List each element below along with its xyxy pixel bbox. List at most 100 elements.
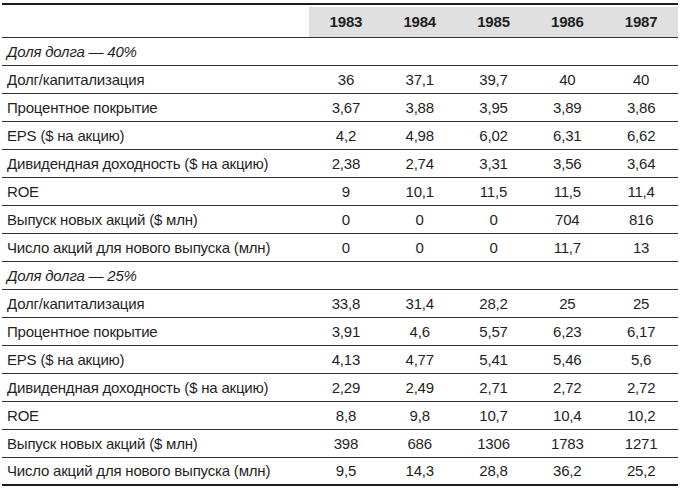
cell-value: 10,4 <box>530 401 604 429</box>
cell-value: 398 <box>309 429 383 457</box>
cell-value: 4,2 <box>309 121 383 149</box>
row-label: Дивидендная доходность ($ на акцию) <box>2 373 309 401</box>
table-row: Долг/капитализация 33,8 31,4 28,2 25 25 <box>2 289 678 317</box>
year-column-header: 1987 <box>604 7 678 37</box>
cell-value: 28,2 <box>457 289 531 317</box>
year-column-header: 1983 <box>309 7 383 37</box>
table-row: Число акций для нового выпуска (млн) 9,5… <box>2 457 678 485</box>
year-column-header: 1986 <box>530 7 604 37</box>
cell-value: 4,77 <box>383 345 457 373</box>
row-label: ROE <box>2 177 309 205</box>
year-column-header: 1984 <box>383 7 457 37</box>
cell-value: 25 <box>604 289 678 317</box>
cell-value: 9 <box>309 177 383 205</box>
cell-value: 6,02 <box>457 121 531 149</box>
cell-value: 6,23 <box>530 317 604 345</box>
header-corner-cell <box>2 7 309 37</box>
cell-value: 10,7 <box>457 401 531 429</box>
cell-value: 3,31 <box>457 149 531 177</box>
cell-value: 2,74 <box>383 149 457 177</box>
table-row: Процентное покрытие 3,91 4,6 5,57 6,23 6… <box>2 317 678 345</box>
cell-value: 2,72 <box>604 373 678 401</box>
cell-value: 3,67 <box>309 93 383 121</box>
cell-value: 9,5 <box>309 457 383 485</box>
cell-value: 11,5 <box>530 177 604 205</box>
row-label: Число акций для нового выпуска (млн) <box>2 233 309 261</box>
cell-value: 5,46 <box>530 345 604 373</box>
cell-value: 10,1 <box>383 177 457 205</box>
cell-value: 0 <box>383 205 457 233</box>
row-label: Выпуск новых акций ($ млн) <box>2 205 309 233</box>
row-label: EPS ($ на акцию) <box>2 121 309 149</box>
financial-table: 1983 1984 1985 1986 1987 Доля долга — 40… <box>2 7 678 486</box>
row-label: Выпуск новых акций ($ млн) <box>2 429 309 457</box>
cell-value: 40 <box>604 65 678 93</box>
section-header-row: Доля долга — 25% <box>2 261 678 289</box>
cell-value: 2,49 <box>383 373 457 401</box>
cell-value: 11,7 <box>530 233 604 261</box>
table-row: Долг/капитализация 36 37,1 39,7 40 40 <box>2 65 678 93</box>
cell-value: 686 <box>383 429 457 457</box>
section-title: Доля долга — 40% <box>2 37 678 65</box>
table-row: Выпуск новых акций ($ млн) 0 0 0 704 816 <box>2 205 678 233</box>
table-row: ROE 8,8 9,8 10,7 10,4 10,2 <box>2 401 678 429</box>
cell-value: 4,6 <box>383 317 457 345</box>
cell-value: 1306 <box>457 429 531 457</box>
cell-value: 2,72 <box>530 373 604 401</box>
cell-value: 4,98 <box>383 121 457 149</box>
cell-value: 36,2 <box>530 457 604 485</box>
cell-value: 4,13 <box>309 345 383 373</box>
cell-value: 25,2 <box>604 457 678 485</box>
cell-value: 25 <box>530 289 604 317</box>
cell-value: 40 <box>530 65 604 93</box>
cell-value: 3,89 <box>530 93 604 121</box>
cell-value: 11,5 <box>457 177 531 205</box>
row-label: Долг/капитализация <box>2 289 309 317</box>
cell-value: 2,38 <box>309 149 383 177</box>
cell-value: 33,8 <box>309 289 383 317</box>
cell-value: 13 <box>604 233 678 261</box>
row-label: Долг/капитализация <box>2 65 309 93</box>
cell-value: 0 <box>457 205 531 233</box>
page: 1983 1984 1985 1986 1987 Доля долга — 40… <box>0 0 683 491</box>
cell-value: 2,71 <box>457 373 531 401</box>
cell-value: 14,3 <box>383 457 457 485</box>
cell-value: 6,31 <box>530 121 604 149</box>
table-row: ROE 9 10,1 11,5 11,5 11,4 <box>2 177 678 205</box>
cell-value: 3,95 <box>457 93 531 121</box>
row-label: Дивидендная доходность ($ на акцию) <box>2 149 309 177</box>
section-header-row: Доля долга — 40% <box>2 37 678 65</box>
row-label: EPS ($ на акцию) <box>2 345 309 373</box>
cell-value: 31,4 <box>383 289 457 317</box>
table-row: Выпуск новых акций ($ млн) 398 686 1306 … <box>2 429 678 457</box>
cell-value: 0 <box>309 233 383 261</box>
cell-value: 3,64 <box>604 149 678 177</box>
cell-value: 3,56 <box>530 149 604 177</box>
cell-value: 5,41 <box>457 345 531 373</box>
cell-value: 5,6 <box>604 345 678 373</box>
table-row: EPS ($ на акцию) 4,2 4,98 6,02 6,31 6,62 <box>2 121 678 149</box>
cell-value: 3,91 <box>309 317 383 345</box>
cell-value: 3,86 <box>604 93 678 121</box>
table-row: Процентное покрытие 3,67 3,88 3,95 3,89 … <box>2 93 678 121</box>
cell-value: 39,7 <box>457 65 531 93</box>
cell-value: 704 <box>530 205 604 233</box>
table-row: Дивидендная доходность ($ на акцию) 2,29… <box>2 373 678 401</box>
cell-value: 816 <box>604 205 678 233</box>
cell-value: 11,4 <box>604 177 678 205</box>
cell-value: 1783 <box>530 429 604 457</box>
section-title: Доля долга — 25% <box>2 261 678 289</box>
row-label: Процентное покрытие <box>2 317 309 345</box>
cell-value: 3,88 <box>383 93 457 121</box>
cell-value: 2,29 <box>309 373 383 401</box>
row-label: ROE <box>2 401 309 429</box>
cell-value: 9,8 <box>383 401 457 429</box>
cell-value: 6,17 <box>604 317 678 345</box>
row-label: Процентное покрытие <box>2 93 309 121</box>
row-label: Число акций для нового выпуска (млн) <box>2 457 309 485</box>
cell-value: 28,8 <box>457 457 531 485</box>
cell-value: 0 <box>383 233 457 261</box>
table-row: Число акций для нового выпуска (млн) 0 0… <box>2 233 678 261</box>
cell-value: 36 <box>309 65 383 93</box>
cell-value: 0 <box>457 233 531 261</box>
